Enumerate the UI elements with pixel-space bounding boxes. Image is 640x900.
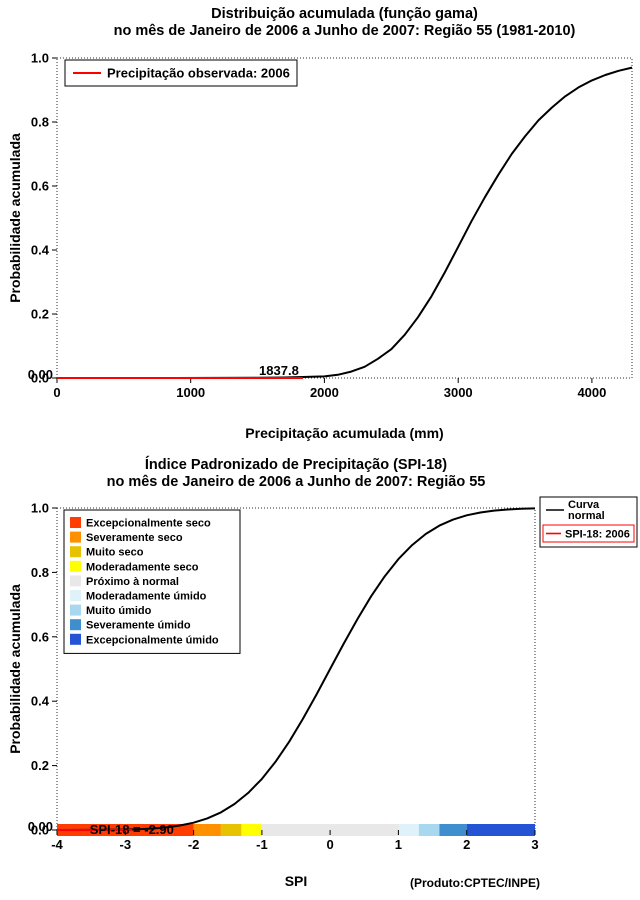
spi-category-bar-segment [418,824,440,836]
y-tick-label: 0.0 [31,823,49,838]
spi-legend-highlight-box [542,524,635,543]
legend-box [64,59,298,87]
category-label: Severamente úmido [86,620,191,632]
normal-cdf-curve [56,507,536,831]
x-tick-label: 2 [463,837,470,852]
x-tick-label: 2000 [310,385,339,400]
chart1-subtitle: no mês de Janeiro de 2006 a Junho de 200… [113,23,576,39]
categories-legend-box [63,509,241,654]
category-color-swatch [70,590,81,601]
category-label: Muito úmido [86,605,152,617]
spi-category-bar-segment [193,824,221,836]
chart2-title: Índice Padronizado de Precipitação (SPI-… [144,457,448,473]
plot-frame [56,57,633,379]
category-color-swatch [70,575,81,587]
y-tick-label-overlap: 0.00 [28,367,53,382]
y-tick-label: 1.0 [31,51,49,66]
category-color-swatch [70,633,81,645]
gamma-cdf-chart: Distribuição acumulada (função gama) no … [7,6,633,441]
spi-category-bar-segment [220,824,242,836]
x-tick-label: -4 [51,837,63,852]
category-color-swatch [70,560,81,572]
spi-cdf-plot: -4 -3 -2 -1 0 1 2 3 0.0 0.2 0.4 0.6 0.8 1.0 0.00 SPI-18… [28,496,638,852]
y-tick-label: 0.6 [31,179,49,194]
y-tick-label-overlap: 0.00 [28,819,53,834]
spi-cdf-chart: Índice Padronizado de Precipitação (SPI-… [0,450,640,900]
category-label: Moderadamente seco [86,561,199,573]
gamma-cdf-curve [57,66,633,379]
chart1-title: Distribuição acumulada (função gama) [211,6,478,22]
x-tick-label: 3000 [444,385,473,400]
y-tick-label: 0.0 [31,371,49,386]
spi-category-bar-segment [466,824,535,836]
category-color-swatch [70,546,81,558]
chart2-xlabel: SPI [284,873,308,889]
x-tick-label: 1000 [176,385,205,400]
category-label: Próximo à normal [86,576,179,588]
y-tick-label: 0.4 [31,694,50,709]
category-color-swatch [70,619,81,631]
y-tick-label: 0.4 [31,243,50,258]
chart1-ylabel: Probabilidade acumulada [7,133,23,303]
category-label: Excepcionalmente úmido [86,634,219,646]
y-tick-label: 0.2 [31,758,49,773]
y-tick-label: 0.8 [31,565,49,580]
spi-category-bar-segment [439,824,467,836]
category-label: Severamente seco [86,532,183,544]
x-tick-label: -3 [120,837,132,852]
chart1-xlabel: Precipitação acumulada (mm) [245,425,444,441]
chart2-ylabel: Probabilidade acumulada [7,584,23,754]
spi-category-bar-segment [241,824,262,836]
x-tick-label: 3 [531,837,538,852]
y-tick-label: 0.2 [31,307,49,322]
value-annotation: 1837.8 [259,363,299,378]
x-tick-label: 0 [53,385,60,400]
curve-legend-label: normal [568,510,605,522]
x-tick-label: -1 [256,837,268,852]
y-tick-label: 0.6 [31,629,49,644]
spi-category-bar-segment [398,824,419,836]
category-label: Excepcionalmente seco [86,518,211,530]
curve-legend-label: Curva [568,499,600,511]
category-color-swatch [70,604,81,616]
x-tick-label: -2 [188,837,200,852]
y-tick-label: 0.8 [31,115,49,130]
category-label: Muito seco [86,547,144,559]
curve-legend-box [539,496,638,548]
value-annotation: SPI-18 = -2.90 [90,822,174,837]
chart2-subtitle: no mês de Janeiro de 2006 a Junho de 200… [106,474,486,490]
legend-label: Precipitação observada: 2006 [107,66,290,81]
chart2-footnote: (Produto:CPTEC/INPE) [410,876,540,890]
x-tick-label: 0 [326,837,333,852]
x-tick-label: 4000 [577,385,606,400]
category-color-swatch [70,531,81,543]
gamma-cdf-plot: 0 1000 2000 3000 4000 0.0 0.2 0.4 0.6 0.8 1.0 0.00 1… [28,51,633,400]
y-tick-label: 1.0 [31,501,49,516]
category-color-swatch [70,517,81,528]
category-label: Moderadamente úmido [86,591,207,603]
x-tick-label: 1 [395,837,402,852]
spi-legend-label: SPI-18: 2006 [565,529,630,541]
